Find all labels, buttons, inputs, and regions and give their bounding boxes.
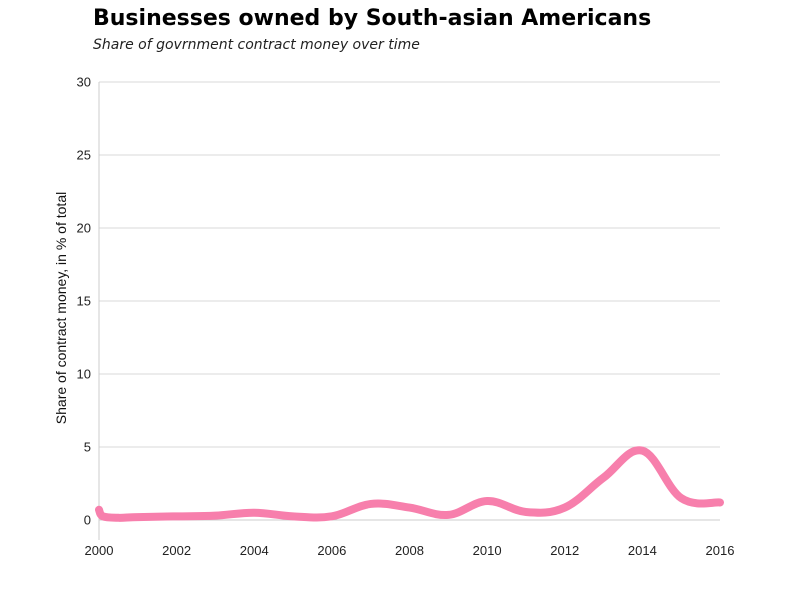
x-tick-label: 2006 [317, 543, 346, 558]
grid-lines [99, 81, 720, 448]
y-axis-label: Share of contract money, in % of total [53, 192, 69, 424]
x-tick-label: 2016 [706, 543, 735, 558]
y-tick-label: 30 [77, 75, 91, 90]
y-tick-label: 10 [77, 367, 91, 382]
x-tick-label: 2000 [85, 543, 114, 558]
y-tick-labels: 0 5 10 15 20 25 30 [77, 75, 91, 528]
axes [98, 82, 720, 540]
y-tick-label: 20 [77, 221, 91, 236]
x-tick-label: 2004 [240, 543, 269, 558]
series-layer [95, 446, 724, 522]
x-tick-label: 2012 [550, 543, 579, 558]
chart-subtitle: Share of govrnment contract money over t… [93, 37, 420, 53]
chart-title: Businesses owned by South-asian American… [93, 6, 652, 31]
y-tick-label: 25 [77, 148, 91, 163]
x-tick-label: 2014 [628, 543, 657, 558]
x-tick-label: 2010 [473, 543, 502, 558]
x-tick-label: 2002 [162, 543, 191, 558]
x-tick-labels: 2000 2002 2004 2006 2008 2010 2012 2014 2016 [85, 543, 735, 558]
y-tick-label: 5 [84, 440, 91, 455]
y-tick-label: 15 [77, 294, 91, 309]
y-tick-label: 0 [84, 513, 91, 528]
series-line-0 [95, 446, 724, 522]
x-tick-label: 2008 [395, 543, 424, 558]
